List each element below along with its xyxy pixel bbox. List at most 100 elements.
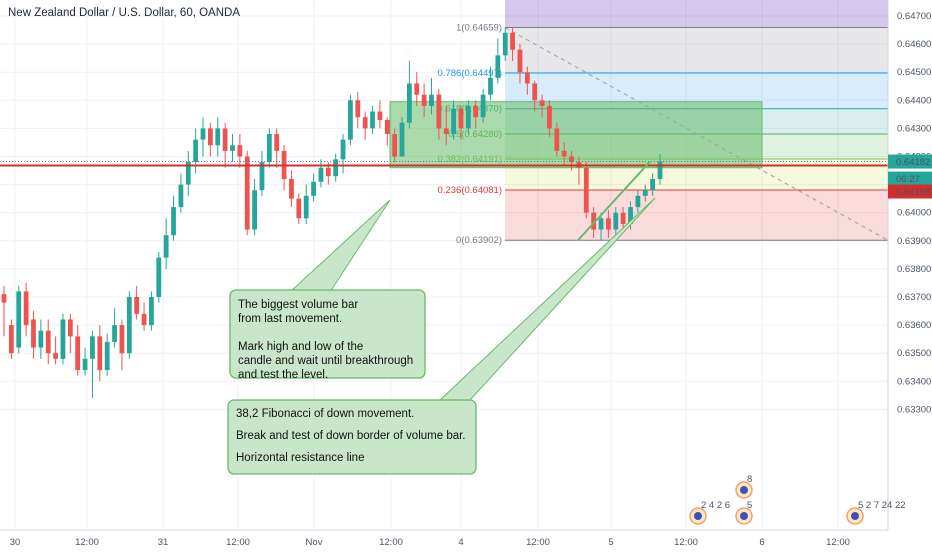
candle-body	[362, 117, 368, 129]
callout-line: and test the level.	[238, 369, 328, 381]
fib-level-label: 0.786(0.64497)	[438, 68, 502, 79]
candle-body	[642, 190, 648, 196]
time-tick-label: 12:00	[226, 537, 250, 548]
candle-body	[414, 83, 420, 95]
candle-body	[480, 94, 486, 118]
candle-body	[598, 218, 604, 230]
candle-body	[377, 111, 383, 120]
time-tick-label: 12:00	[75, 537, 99, 548]
candle-body	[53, 353, 58, 359]
candle-body	[569, 156, 574, 163]
candle-body	[141, 313, 147, 326]
note-volume-bar: The biggest volume bar from last movemen…	[229, 199, 426, 381]
time-tick-label: 12:00	[674, 537, 698, 548]
candle-body	[502, 32, 508, 56]
callout-line: 38,2 Fibonacci of down movement.	[236, 408, 414, 420]
candle-body	[252, 190, 258, 230]
candle-body	[311, 181, 316, 196]
candle-body	[451, 108, 457, 135]
candle-body	[266, 134, 272, 163]
candle-body	[613, 212, 619, 230]
event-flag-icon	[740, 486, 748, 494]
candle-body	[650, 178, 656, 191]
time-tick-label: 12:00	[526, 537, 550, 548]
candle-body	[1, 294, 7, 303]
candle-body	[429, 94, 434, 106]
candle-body	[554, 128, 560, 151]
price-axis-bg	[888, 0, 932, 550]
price-label-box	[888, 154, 932, 169]
candle-body	[657, 161, 663, 179]
candle-body	[31, 319, 36, 348]
rebound-trendline	[577, 160, 651, 241]
grid	[0, 0, 888, 530]
candle-body	[392, 134, 398, 157]
price-tick-label: 0.64400	[897, 95, 931, 106]
candle-body	[296, 198, 302, 219]
price-tick-label: 0.64700	[897, 11, 931, 22]
price-label-box	[888, 184, 932, 199]
candle-body	[104, 341, 110, 371]
callout-line: from last movement.	[238, 313, 342, 325]
candle-body	[443, 128, 449, 135]
time-axis: 30 12:00 31 12:00 Nov 12:00 4 12:00 5 12:00 6 12:00	[0, 529, 888, 548]
time-tick-label: 12:00	[379, 537, 403, 548]
candle-body	[436, 94, 442, 129]
candle-body	[473, 105, 479, 118]
time-tick-label: 31	[158, 537, 169, 548]
candle-body	[355, 100, 361, 118]
fib-zone	[505, 27, 888, 74]
candle-body	[259, 162, 265, 191]
event-numbers: 2 4 2 6	[701, 500, 730, 511]
price-axis: 0.647000.646000.645000.644000.643000.642…	[887, 0, 932, 550]
event-flag: 2 4 2 6	[689, 500, 730, 525]
candle-body	[325, 167, 331, 177]
price-tick-label: 0.63700	[897, 292, 931, 303]
candle-body	[289, 178, 294, 199]
candle-body	[583, 167, 589, 213]
candle-body	[134, 297, 140, 314]
event-flag: 5 2 7 24 22	[846, 500, 906, 525]
event-flag-icon	[694, 512, 702, 520]
fib-level-label: 1(0.64659)	[456, 23, 502, 34]
candle-body	[510, 32, 515, 50]
callout-line: The biggest volume bar	[238, 299, 358, 311]
price-tick-label: 0.63600	[897, 320, 931, 331]
time-tick-label: 5	[608, 537, 613, 548]
candle-body	[156, 257, 162, 297]
candle-body	[38, 330, 44, 348]
time-tick-label: Nov	[306, 537, 323, 548]
candle-body	[8, 325, 14, 354]
price-tick-label: 0.64600	[897, 39, 931, 50]
candle-body	[348, 100, 353, 140]
candle-body	[370, 111, 375, 129]
event-numbers: 8	[747, 474, 752, 485]
candle-body	[119, 325, 125, 354]
callout-line: Break and test of down border of volume …	[236, 430, 466, 442]
candle-body	[421, 94, 427, 106]
candle-body	[333, 159, 339, 177]
candle-body	[517, 49, 523, 73]
candle-body	[126, 297, 132, 354]
chart-title: New Zealand Dollar / U.S. Dollar, 60, OA…	[8, 7, 241, 19]
event-flag: 5	[735, 500, 753, 525]
candle-body	[488, 77, 493, 95]
candle-body	[399, 122, 405, 157]
event-flag-icon	[851, 512, 859, 520]
candle-body	[178, 184, 184, 208]
candle-body	[635, 195, 641, 208]
candle-body	[244, 156, 250, 230]
candle-body	[67, 319, 73, 337]
candle-body	[303, 195, 309, 219]
candle-body	[628, 207, 633, 224]
callout-line: Horizontal resistance line	[236, 452, 364, 464]
fib-trend-line	[504, 27, 889, 241]
fib-zone	[505, 189, 888, 241]
candle-body	[171, 207, 176, 236]
candle-body	[547, 105, 552, 129]
candle-body	[524, 72, 530, 84]
price-tick-label: 0.63500	[897, 348, 931, 359]
event-numbers: 5 2 7 24 22	[858, 500, 906, 511]
